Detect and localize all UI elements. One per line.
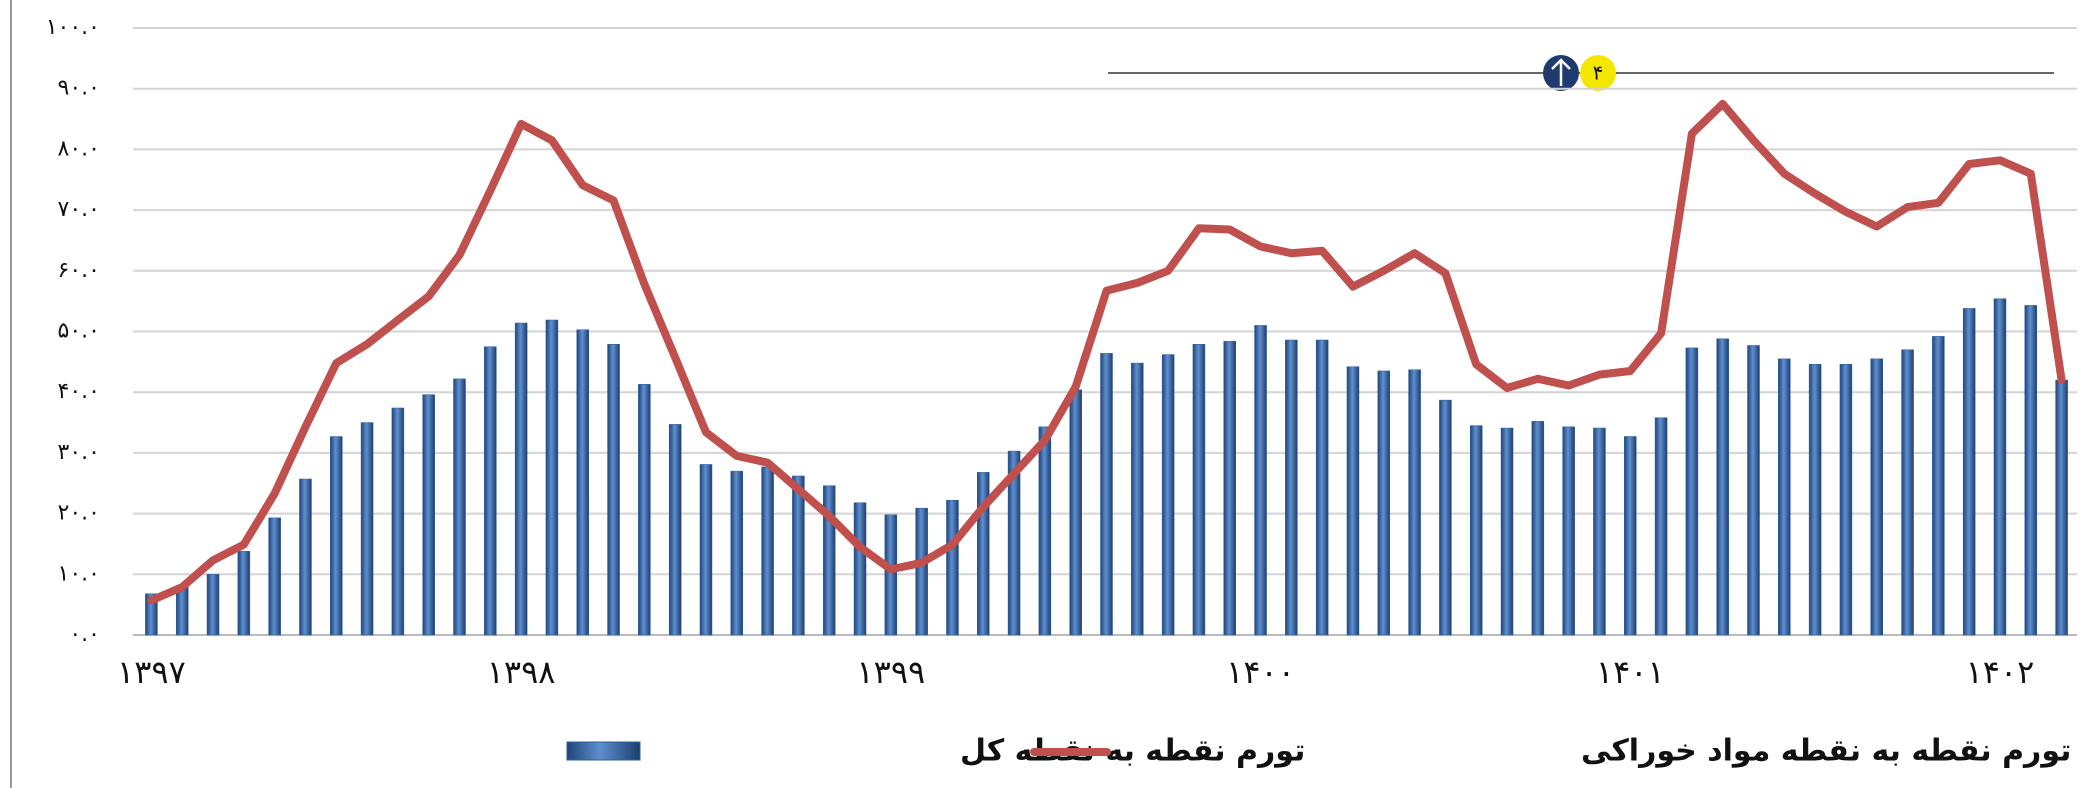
x-tick-label: ۱۴۰۰ — [1226, 653, 1295, 691]
bar — [1377, 370, 1391, 636]
bar — [607, 343, 620, 636]
bar — [545, 319, 559, 636]
bar — [1285, 339, 1298, 636]
bar — [2055, 379, 2068, 636]
bar — [1778, 358, 1791, 636]
bar — [1685, 347, 1699, 636]
bar — [884, 514, 898, 636]
bar — [360, 422, 374, 636]
bar — [576, 329, 589, 636]
bar — [145, 593, 158, 636]
y-tick-label: ۷۰.۰ — [58, 197, 100, 222]
bar — [1839, 364, 1853, 636]
bar — [484, 346, 497, 636]
x-tick-label: ۱۴۰۲ — [1966, 653, 2035, 691]
bar — [1439, 399, 1452, 636]
bar — [946, 499, 959, 636]
y-tick-label: ۶۰.۰ — [58, 258, 100, 283]
bar — [1315, 339, 1329, 636]
bar — [453, 378, 466, 636]
bar — [1007, 450, 1021, 636]
bar — [1346, 366, 1360, 636]
bar — [1469, 425, 1483, 636]
bar — [1408, 369, 1421, 636]
bar — [1069, 389, 1082, 636]
bar — [1100, 353, 1113, 636]
bar — [330, 436, 343, 636]
bar — [1624, 436, 1637, 636]
bar — [638, 384, 651, 636]
bar — [1654, 417, 1668, 636]
bar — [2024, 305, 2038, 636]
bar — [1223, 340, 1236, 636]
y-tick-label: ۰.۰ — [69, 622, 100, 647]
bar — [514, 322, 528, 636]
y-tick-label: ۴۰.۰ — [58, 379, 100, 404]
bar — [206, 574, 220, 636]
bar — [915, 507, 928, 636]
bar — [237, 550, 251, 636]
bar — [1962, 308, 1976, 636]
x-tick-label: ۱۳۹۸ — [487, 653, 556, 691]
bar — [1161, 354, 1175, 636]
bar — [1993, 298, 2007, 636]
y-tick-label: ۵۰.۰ — [58, 319, 100, 344]
bar — [299, 478, 312, 636]
bar — [1500, 427, 1514, 636]
bar — [1901, 349, 1914, 636]
bar — [853, 502, 867, 636]
bar — [1254, 325, 1267, 636]
x-tick-label: ۱۳۹۹ — [856, 653, 925, 691]
page-number: ۴ — [1593, 61, 1604, 85]
y-tick-label: ۹۰.۰ — [58, 76, 100, 101]
legend-label: تورم نقطه به نقطه مواد خوراکی — [1581, 734, 2071, 769]
bar — [175, 586, 189, 636]
bar — [730, 470, 744, 636]
bar — [668, 424, 682, 636]
bar — [761, 466, 774, 636]
up-arrow — [1551, 58, 1571, 86]
bar — [699, 464, 713, 636]
bar — [1531, 421, 1545, 636]
page-badge — [1580, 55, 1616, 91]
bar — [1562, 426, 1575, 636]
bar — [1932, 336, 1945, 636]
y-tick-label: ۱۰.۰ — [58, 561, 100, 586]
x-tick-label: ۱۴۰۱ — [1596, 653, 1665, 691]
bar — [1131, 362, 1144, 636]
bar — [1038, 426, 1052, 636]
bar — [1192, 343, 1206, 636]
bar — [1870, 358, 1883, 636]
legend-label: تورم نقطه به نقطه کل — [960, 734, 1305, 769]
bar — [391, 407, 405, 636]
bar — [422, 394, 435, 636]
legend-swatch — [566, 741, 641, 761]
y-tick-label: ۸۰.۰ — [58, 136, 100, 161]
bar — [1808, 364, 1822, 636]
line — [147, 99, 2066, 605]
y-tick-label: ۳۰.۰ — [58, 440, 100, 465]
y-tick-label: ۲۰.۰ — [58, 501, 100, 526]
bar — [1716, 338, 1729, 636]
bar — [268, 517, 281, 636]
y-tick-label: ۱۰۰.۰ — [46, 15, 100, 40]
bar — [1747, 345, 1760, 636]
bar — [1593, 427, 1606, 636]
bar — [792, 475, 805, 636]
x-tick-label: ۱۳۹۷ — [117, 653, 186, 691]
